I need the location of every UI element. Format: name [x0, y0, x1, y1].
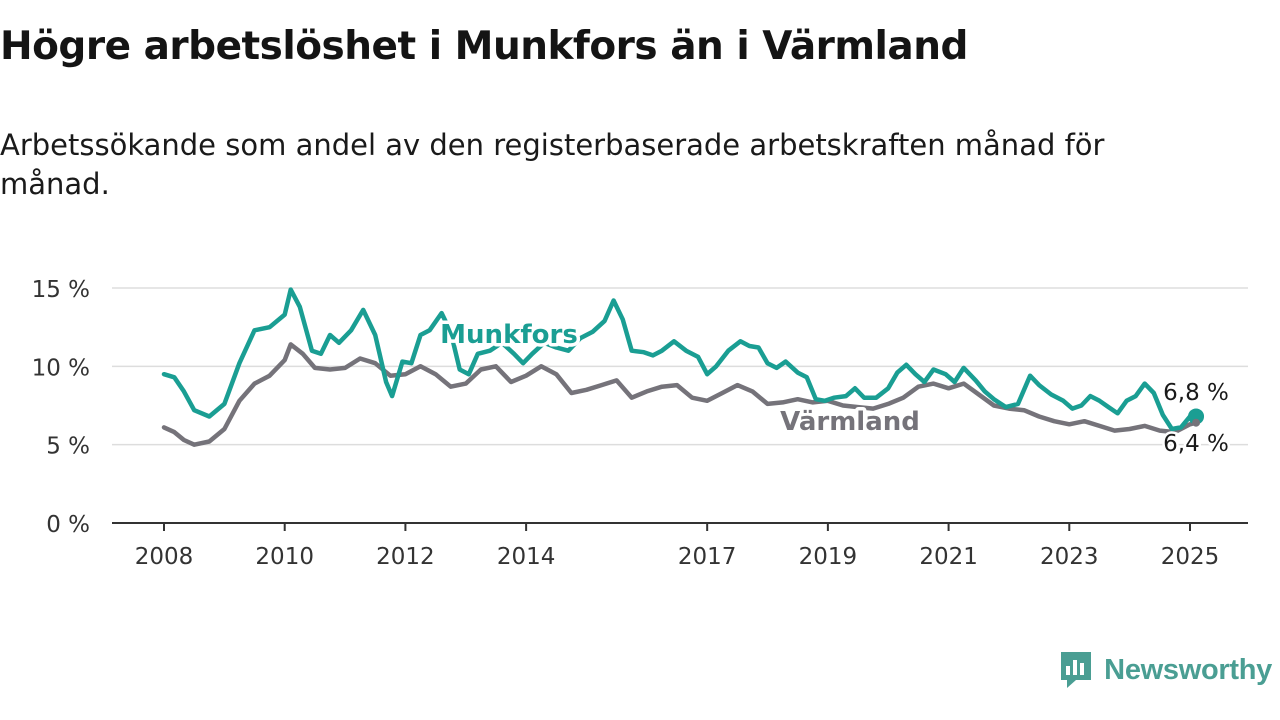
- brand-name: Newsworthy: [1104, 653, 1272, 686]
- x-tick-label: 2010: [255, 544, 314, 570]
- chart-subtitle: Arbetssökande som andel av den registerb…: [0, 128, 1105, 201]
- data-labels: Munkfors Värmland 6,8 % 6,4 %: [437, 317, 1232, 460]
- line-chart: 0 %5 %10 %15 % 2008 2010 2012 2014 2017 2019 2…: [32, 277, 1248, 570]
- x-tick-label: 2014: [497, 544, 556, 570]
- x-tick-label: 2025: [1161, 544, 1220, 570]
- y-tick-label: 15 %: [32, 277, 90, 303]
- newsworthy-logo-icon: [1061, 652, 1092, 688]
- x-tick-label: 2012: [376, 544, 435, 570]
- newsworthy-brand: Newsworthy: [1058, 650, 1272, 690]
- series-label-värmland: Värmland: [780, 407, 920, 437]
- y-tick-label: 0 %: [46, 512, 90, 538]
- chart-title: Högre arbetslöshet i Munkfors än i Värml…: [0, 24, 968, 69]
- y-tick-label: 10 %: [32, 355, 90, 381]
- y-axis-ticks: 0 % 5 % 10 % 15 %: [32, 277, 90, 538]
- series-line-värmland: [161, 342, 1199, 447]
- series-line-munkfors: [161, 287, 1199, 432]
- series-lines: [161, 287, 1199, 447]
- munkfors-end-label: 6,8 %: [1163, 380, 1229, 406]
- gridlines: [112, 287, 1248, 446]
- munkfors-end-point: [1188, 408, 1205, 425]
- x-tick-label: 2017: [678, 544, 737, 570]
- x-tick-label: 2019: [799, 544, 858, 570]
- x-tick-label: 2008: [135, 544, 194, 570]
- x-axis: 2008 2010 2012 2014 2017 2019 2021 2023 2025: [112, 522, 1248, 570]
- varmland-end-point: [1192, 418, 1201, 427]
- varmland-end-label: 6,4 %: [1163, 431, 1229, 457]
- x-tick-label: 2021: [919, 544, 978, 570]
- series-label-munkfors: Munkfors: [440, 320, 578, 350]
- x-tick-label: 2023: [1040, 544, 1099, 570]
- y-tick-label: 5 %: [46, 434, 90, 460]
